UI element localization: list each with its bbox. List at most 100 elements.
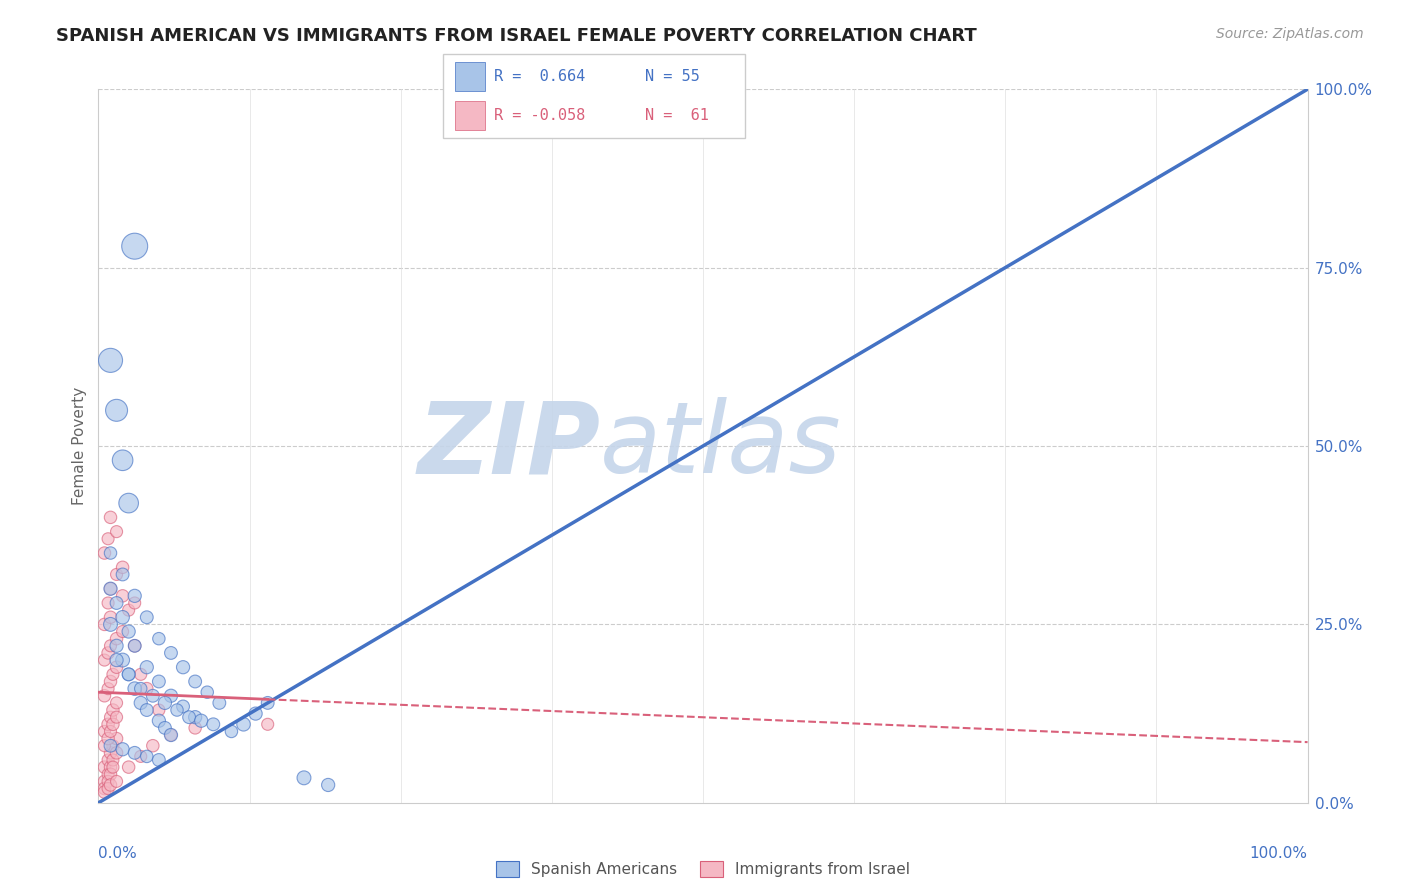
Point xyxy=(105,660,128,674)
Text: Source: ZipAtlas.com: Source: ZipAtlas.com xyxy=(1216,27,1364,41)
Point xyxy=(101,753,124,767)
Point xyxy=(105,524,128,539)
Point xyxy=(160,646,183,660)
Point xyxy=(118,496,141,510)
Point xyxy=(105,403,128,417)
Point xyxy=(118,603,141,617)
Point xyxy=(93,653,115,667)
Point xyxy=(129,667,152,681)
Point xyxy=(135,681,157,696)
Point xyxy=(101,703,124,717)
Point xyxy=(256,696,278,710)
Point xyxy=(184,721,207,735)
Point xyxy=(100,760,122,774)
Text: 0.0%: 0.0% xyxy=(98,846,138,861)
Text: R =  0.664: R = 0.664 xyxy=(495,69,585,84)
Point xyxy=(111,567,134,582)
Point xyxy=(105,731,128,746)
Point xyxy=(221,724,243,739)
FancyBboxPatch shape xyxy=(443,54,745,138)
Point xyxy=(97,731,120,746)
Point xyxy=(148,674,170,689)
Point xyxy=(100,546,122,560)
Point xyxy=(97,681,120,696)
Point xyxy=(97,596,120,610)
Point xyxy=(97,717,120,731)
Point xyxy=(316,778,339,792)
Point xyxy=(100,639,122,653)
Point xyxy=(100,617,122,632)
Point xyxy=(97,781,120,796)
Point xyxy=(105,774,128,789)
Text: R = -0.058: R = -0.058 xyxy=(495,108,585,123)
Point xyxy=(166,703,188,717)
Point xyxy=(184,710,207,724)
Point xyxy=(93,617,115,632)
Point xyxy=(111,624,134,639)
Point xyxy=(124,746,146,760)
Point xyxy=(148,703,170,717)
Point xyxy=(100,724,122,739)
Point xyxy=(97,646,120,660)
Point xyxy=(105,596,128,610)
Point xyxy=(100,353,122,368)
Point xyxy=(100,710,122,724)
Point xyxy=(153,696,176,710)
Point xyxy=(160,728,183,742)
Point xyxy=(101,760,124,774)
Point xyxy=(100,746,122,760)
Point xyxy=(111,453,134,467)
Point xyxy=(101,667,124,681)
Point xyxy=(93,689,115,703)
Text: N = 55: N = 55 xyxy=(645,69,700,84)
Bar xyxy=(456,101,485,130)
Text: 100.0%: 100.0% xyxy=(1250,846,1308,861)
Point xyxy=(148,632,170,646)
Point xyxy=(172,699,194,714)
Point xyxy=(232,717,254,731)
Point xyxy=(105,639,128,653)
Point xyxy=(245,706,267,721)
Point xyxy=(124,239,146,253)
Point xyxy=(292,771,315,785)
Point xyxy=(101,739,124,753)
Point xyxy=(97,532,120,546)
Point xyxy=(118,624,141,639)
Point xyxy=(97,774,120,789)
Point xyxy=(111,742,134,756)
Point xyxy=(129,681,152,696)
Point xyxy=(105,710,128,724)
Point xyxy=(93,724,115,739)
Point xyxy=(256,717,278,731)
Bar xyxy=(456,62,485,91)
Point xyxy=(129,696,152,710)
Text: atlas: atlas xyxy=(600,398,842,494)
Point xyxy=(105,696,128,710)
Text: ZIP: ZIP xyxy=(418,398,600,494)
Y-axis label: Female Poverty: Female Poverty xyxy=(72,387,87,505)
Point xyxy=(100,510,122,524)
Point xyxy=(100,778,122,792)
Point xyxy=(93,781,115,796)
Point xyxy=(160,689,183,703)
Point xyxy=(142,739,165,753)
Point xyxy=(153,721,176,735)
Point xyxy=(118,667,141,681)
Point xyxy=(148,714,170,728)
Point xyxy=(93,774,115,789)
Point xyxy=(124,639,146,653)
Point xyxy=(105,567,128,582)
Point xyxy=(124,639,146,653)
Point xyxy=(111,653,134,667)
Point xyxy=(124,681,146,696)
Point xyxy=(172,660,194,674)
Point xyxy=(208,696,231,710)
Text: N =  61: N = 61 xyxy=(645,108,709,123)
Point xyxy=(93,546,115,560)
Point xyxy=(97,767,120,781)
Point xyxy=(100,739,122,753)
Point xyxy=(100,582,122,596)
Text: SPANISH AMERICAN VS IMMIGRANTS FROM ISRAEL FEMALE POVERTY CORRELATION CHART: SPANISH AMERICAN VS IMMIGRANTS FROM ISRA… xyxy=(56,27,977,45)
Point xyxy=(105,632,128,646)
Point xyxy=(195,685,218,699)
